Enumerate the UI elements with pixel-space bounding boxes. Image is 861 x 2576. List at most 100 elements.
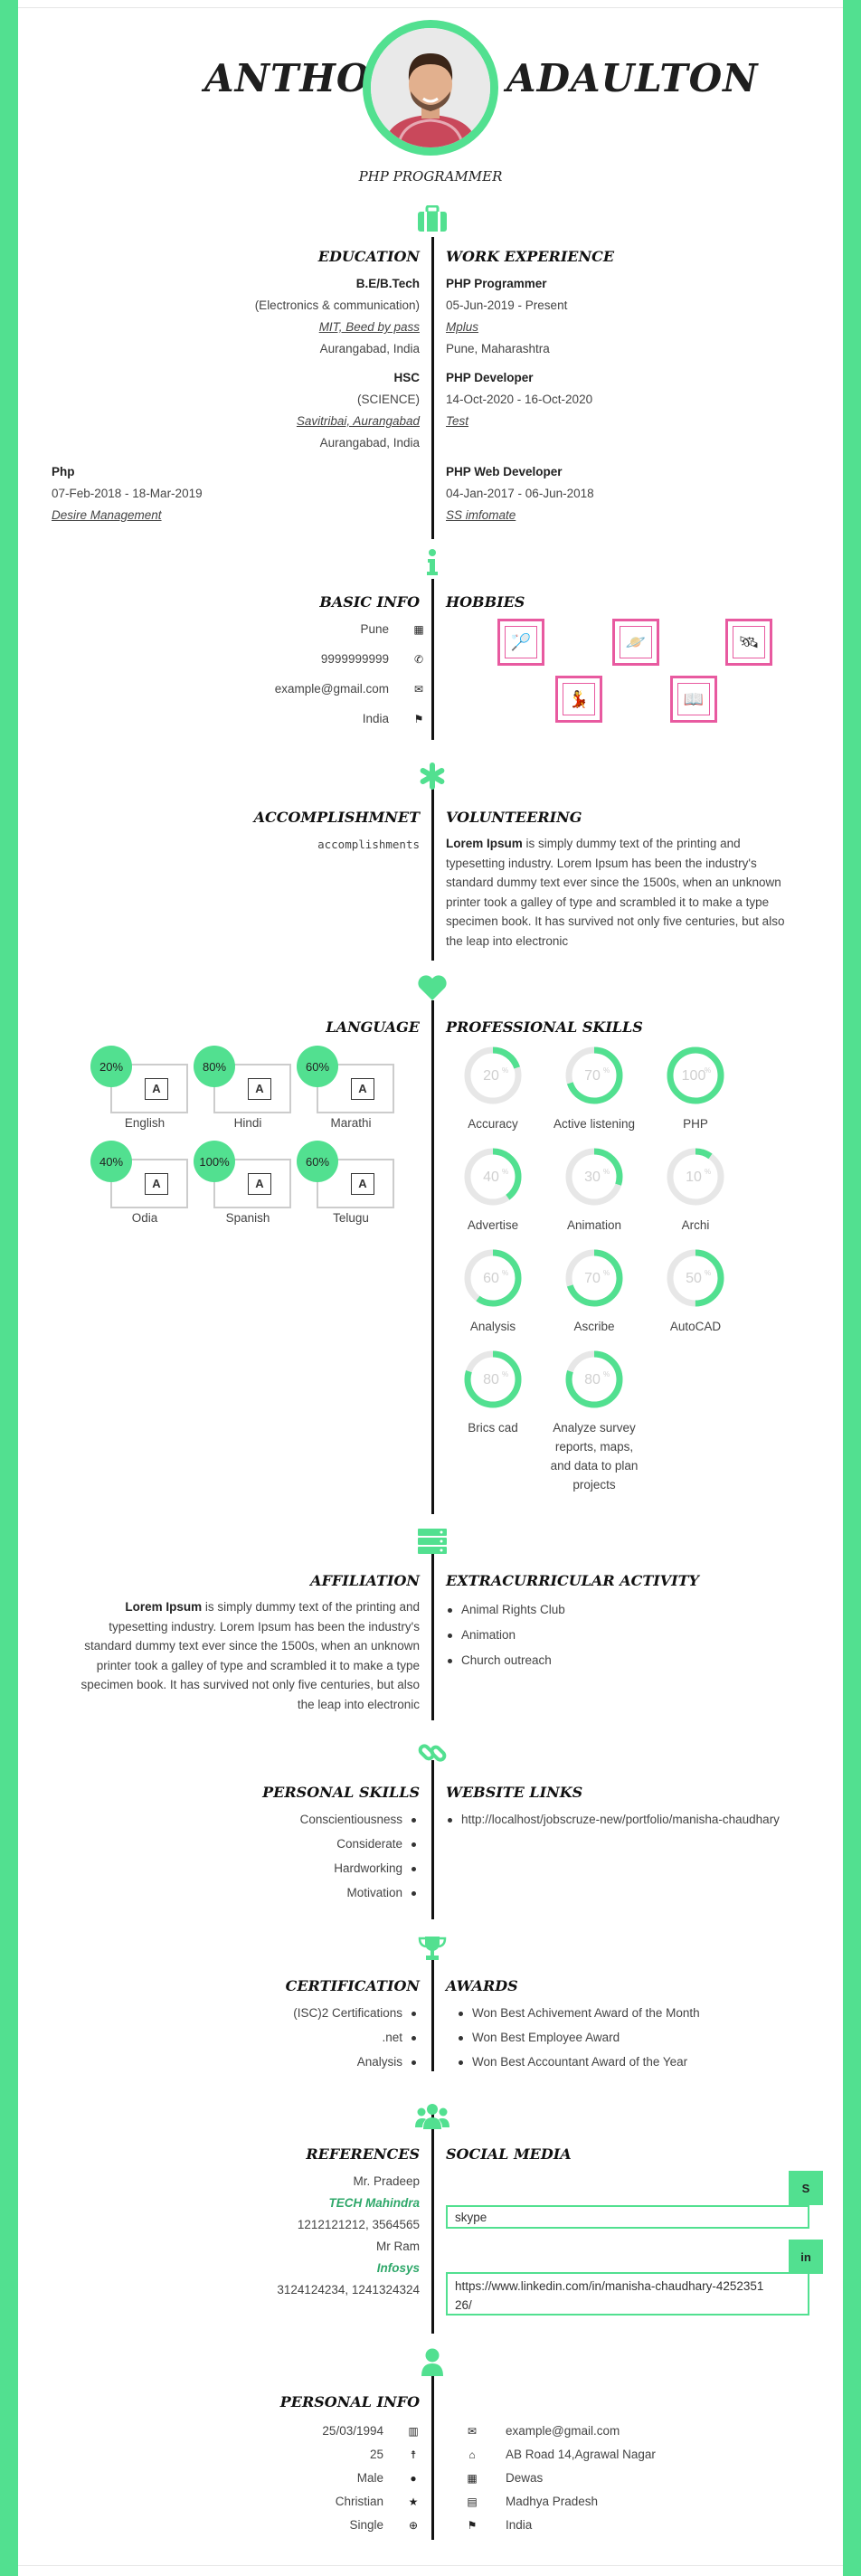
list-item: Analysis [357,2051,425,2073]
skill-name: Animation [566,1218,622,1232]
skill-ring: 70% [565,1046,623,1104]
basic-info-country-row: India ⚑ [363,708,425,730]
education-institute-link[interactable]: Savitribai, Aurangabad [296,414,420,428]
language-heading: LANGUAGE [326,1018,420,1036]
list-item: Won Best Employee Award [446,2027,620,2049]
skill-percent: 40 [483,1170,499,1185]
skill-percent: 70 [584,1271,601,1286]
hobby-satellite-icon: 🛰 [725,619,772,666]
list-item: Won Best Achivement Award of the Month [446,2003,700,2024]
company-link[interactable]: Test [446,414,469,428]
language-percent: 60% [297,1046,338,1087]
skill-gauge: 30% Animation [531,1145,658,1235]
language-name: Telugu [333,1211,369,1225]
marital-status-value: Single [349,2518,383,2532]
company-link[interactable]: Mplus [446,320,479,334]
affiliation-heading: AFFILIATION [310,1572,420,1589]
skill-gauge: 10% Archi [632,1145,759,1235]
info-icon [414,545,450,581]
skill-ring: 20% [464,1046,522,1104]
bottom-divider [18,2565,843,2566]
skill-ring: 80% [464,1350,522,1408]
language-name: Odia [131,1211,158,1225]
svg-text:%: % [705,1269,711,1277]
linkedin-field[interactable]: https://www.linkedin.com/in/manisha-chau… [446,2272,809,2316]
child-icon: ☨ [410,2448,417,2461]
skill-percent: 70 [584,1068,601,1084]
linkedin-button[interactable]: in [789,2240,823,2274]
skype-button[interactable]: S [789,2171,823,2205]
country-value: India [506,2518,533,2532]
website-link[interactable]: http://localhost/jobscruze-new/portfolio… [446,1809,780,1831]
skype-field[interactable]: skype [446,2205,809,2229]
language-card: A 100% Spanish [194,1141,302,1225]
job-position: PHP Web Developer [446,465,563,478]
course-institute-link[interactable]: Desire Management [52,508,162,522]
list-item: Hardworking [334,1858,425,1880]
skill-gauge: 100% PHP [632,1044,759,1133]
life-ring-icon: ⊕ [408,2519,419,2532]
language-card: A 40% Odia [90,1141,199,1225]
volunteering-bold: Lorem Ipsum [446,837,523,850]
skill-percent: 30 [584,1170,601,1185]
skill-ring: 80% [565,1350,623,1408]
list-item: Considerate [336,1833,425,1855]
cake-icon: ▥ [408,2425,419,2438]
skill-name: Analysis [469,1320,516,1333]
timeline-line [431,579,434,740]
company-link[interactable]: SS imfomate [446,508,516,522]
list-item: .net [382,2027,425,2049]
education-institute-link[interactable]: MIT, Beed by pass [318,320,420,334]
personal-info-row: 25/03/1994 ▥ [322,2420,420,2442]
skill-ring: 50% [667,1249,724,1307]
personal-info-row: Christian ★ [336,2491,420,2513]
social-media-heading: SOCIAL MEDIA [446,2145,572,2163]
avatar [371,28,490,147]
timeline-line [431,787,434,961]
course-name: Php [52,465,75,478]
timeline-line [431,2375,434,2540]
server-icon [414,1523,450,1559]
skill-ring: 70% [565,1249,623,1307]
envelope-icon: ✉ [413,683,424,696]
skill-name: Accuracy [468,1117,518,1131]
skill-ring: 60% [464,1249,522,1307]
language-percent: 20% [90,1046,132,1087]
person-icon: ● [410,2472,417,2485]
svg-text:%: % [502,1269,508,1277]
left-accent-bar [0,0,18,2576]
translate-icon: A [248,1078,271,1100]
skill-gauge: 40% Advertise [430,1145,556,1235]
basic-info-heading: BASIC INFO [319,593,420,611]
education-field: (Electronics & communication) [254,298,420,312]
svg-text:%: % [502,1370,508,1378]
top-divider [18,7,843,8]
list-item: Animal Rights Club [446,1599,565,1621]
skill-ring: 100% [667,1046,724,1104]
skill-gauge: 20% Accuracy [430,1044,556,1133]
skill-name: Active listening [553,1117,636,1131]
right-accent-bar [843,0,861,2576]
timeline-line [431,1760,434,1919]
state-value: Madhya Pradesh [506,2495,599,2508]
city-value: Pune [360,622,389,636]
timeline-line [431,237,434,539]
job-dates: 04-Jan-2017 - 06-Jun-2018 [446,487,594,500]
briefcase-icon [414,201,450,237]
job-role: PHP PROGRAMMER [358,168,503,185]
timeline-line [431,1959,434,2071]
skill-gauge: 80% Brics cad [430,1348,556,1437]
users-icon [414,2098,450,2135]
language-card: A 60% Telugu [297,1141,405,1225]
awards-heading: AWARDS [446,1977,518,1994]
dob-value: 25/03/1994 [322,2424,383,2438]
accomplishment-heading: ACCOMPLISHMNET [253,809,420,826]
city-value: Dewas [506,2471,544,2485]
basic-info-phone-row: 9999999999 ✆ [321,649,425,670]
timeline-line [431,1000,434,1514]
language-percent: 100% [194,1141,235,1182]
list-item: (ISC)2 Certifications [293,2003,425,2024]
hobby-reading-icon: 📖 [670,676,717,723]
course-dates: 07-Feb-2018 - 18-Mar-2019 [52,487,203,500]
skill-ring: 10% [667,1148,724,1206]
